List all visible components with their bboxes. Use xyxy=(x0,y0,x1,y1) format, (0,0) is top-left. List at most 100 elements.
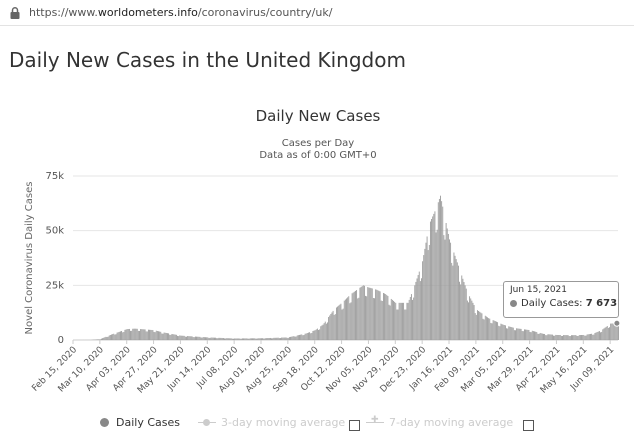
daily-case-bar xyxy=(261,338,262,340)
daily-case-bar xyxy=(405,309,407,340)
daily-case-bar xyxy=(186,336,187,340)
daily-case-bar xyxy=(217,338,219,340)
page-title: Daily New Cases in the United Kingdom xyxy=(9,48,406,72)
daily-case-bar xyxy=(602,329,604,340)
daily-case-bar xyxy=(335,307,337,340)
daily-case-bar xyxy=(188,336,190,340)
daily-case-bar xyxy=(361,286,363,340)
daily-case-bar xyxy=(443,235,445,340)
daily-case-bar xyxy=(504,325,506,340)
daily-case-bar xyxy=(104,337,106,340)
daily-case-bar xyxy=(615,326,617,340)
daily-case-bar xyxy=(332,310,334,340)
daily-case-bar xyxy=(272,338,274,340)
daily-case-bar xyxy=(179,335,181,340)
daily-case-bar xyxy=(282,337,284,340)
daily-case-bar xyxy=(491,323,493,340)
daily-case-bar xyxy=(126,329,128,340)
daily-case-bar xyxy=(529,331,531,340)
daily-case-bar xyxy=(175,334,177,340)
daily-case-bar xyxy=(556,334,558,340)
daily-case-bar xyxy=(200,337,202,340)
daily-case-bar xyxy=(324,321,326,340)
legend-item-daily-cases[interactable]: Daily Cases xyxy=(100,416,180,429)
daily-case-bar xyxy=(114,334,116,340)
daily-case-bar xyxy=(250,338,252,340)
address-bar[interactable]: https://www.worldometers.info/coronaviru… xyxy=(0,0,634,26)
legend-item-7-day-average[interactable]: 7-day moving average xyxy=(366,415,514,429)
daily-case-bar xyxy=(328,317,330,340)
daily-case-bar xyxy=(424,248,426,340)
daily-case-bar xyxy=(463,282,465,340)
daily-case-bar xyxy=(560,335,562,340)
daily-case-bar xyxy=(453,252,455,340)
daily-case-bar xyxy=(227,338,229,340)
daily-case-bar xyxy=(269,337,271,340)
legend-checkbox-7-day-average[interactable] xyxy=(523,420,534,431)
legend-item-3-day-average[interactable]: 3-day moving average xyxy=(198,416,345,429)
daily-case-bar xyxy=(183,335,185,340)
daily-case-bar xyxy=(273,337,275,340)
daily-case-bar xyxy=(517,328,519,340)
daily-case-bar xyxy=(494,321,496,340)
daily-case-bar xyxy=(136,328,138,340)
daily-case-bar xyxy=(160,331,162,340)
daily-case-bar xyxy=(127,329,129,340)
daily-case-bar xyxy=(422,261,424,340)
daily-case-bar xyxy=(245,338,247,340)
daily-case-bar xyxy=(311,332,313,340)
daily-case-bar xyxy=(394,301,396,340)
daily-case-bar xyxy=(146,331,148,340)
daily-case-bar xyxy=(408,299,410,340)
daily-case-bar xyxy=(162,333,164,340)
daily-case-bar xyxy=(440,195,441,340)
daily-case-bar xyxy=(283,337,285,340)
daily-case-bar xyxy=(168,333,170,340)
daily-case-bar xyxy=(397,309,399,340)
daily-case-bar xyxy=(118,331,120,340)
daily-case-bar xyxy=(347,297,349,340)
daily-case-bar xyxy=(352,292,354,340)
daily-case-bar xyxy=(215,337,217,340)
daily-case-bar xyxy=(604,327,606,340)
daily-case-bar xyxy=(413,297,415,340)
daily-case-bar xyxy=(325,323,327,340)
daily-case-bar xyxy=(142,329,144,340)
daily-case-bar xyxy=(322,324,324,340)
url-text: https://www.worldometers.info/coronaviru… xyxy=(29,6,333,19)
chart-title: Daily New Cases xyxy=(256,107,381,125)
daily-case-bar xyxy=(403,302,405,340)
legend-label-7-day-average: 7-day moving average xyxy=(389,416,514,429)
daily-case-bar xyxy=(402,302,403,340)
daily-case-bar xyxy=(565,335,567,340)
daily-case-bar xyxy=(574,335,576,340)
daily-case-bar xyxy=(449,239,450,340)
daily-case-bar xyxy=(547,334,549,340)
daily-case-bar xyxy=(370,288,372,340)
daily-case-bar xyxy=(310,333,312,340)
daily-case-bar xyxy=(378,290,380,340)
daily-case-bar xyxy=(535,331,537,340)
daily-case-bar xyxy=(559,335,561,340)
daily-case-bar xyxy=(434,211,436,340)
daily-case-bar xyxy=(170,334,172,340)
daily-case-bar xyxy=(455,259,457,340)
daily-case-bar xyxy=(446,228,448,340)
daily-case-bar xyxy=(416,278,418,340)
legend-checkbox-3-day-average[interactable] xyxy=(349,420,360,431)
daily-case-bar xyxy=(485,316,487,340)
daily-case-bar xyxy=(249,338,251,340)
daily-case-bar xyxy=(598,331,600,340)
daily-case-bar xyxy=(503,325,505,340)
daily-case-bar xyxy=(481,313,483,340)
daily-case-bar xyxy=(106,337,108,340)
daily-case-bar xyxy=(123,332,125,340)
daily-case-bar xyxy=(161,333,163,340)
daily-case-bar xyxy=(209,337,211,340)
daily-case-bar xyxy=(363,285,365,340)
daily-case-bar xyxy=(577,335,579,340)
daily-case-bar xyxy=(158,331,159,340)
daily-case-bar xyxy=(189,336,191,340)
daily-case-bar xyxy=(263,338,265,340)
daily-case-bar xyxy=(266,338,268,340)
